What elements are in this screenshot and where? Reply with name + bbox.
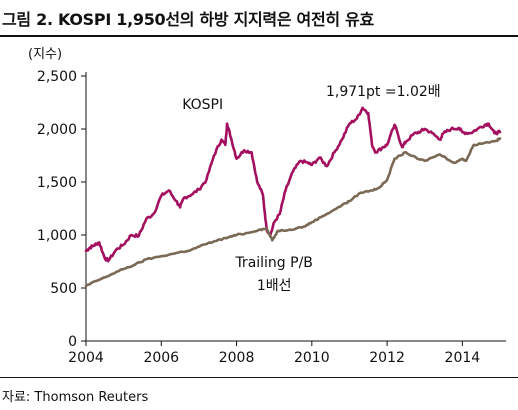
kospi-label: KOSPI xyxy=(182,97,223,113)
source-rule xyxy=(0,377,518,378)
series-lines xyxy=(84,106,502,288)
line-chart: (지수) 0 500 1,000 1,500 2,000 2,500 2004 2006 200… xyxy=(28,47,506,366)
pb-series-line xyxy=(84,137,502,288)
pb-label-line1: Trailing P/B xyxy=(234,255,312,271)
annotations: KOSPI 1,971pt =1.02배 Trailing P/B 1배선 xyxy=(182,84,440,294)
title-rule xyxy=(0,35,518,37)
y-tick-label: 1,000 xyxy=(37,228,77,244)
y-tick-label: 2,000 xyxy=(37,122,77,138)
pb-label-line2: 1배선 xyxy=(257,278,292,294)
x-tick-label: 2004 xyxy=(68,350,104,366)
y-tick-label: 1,500 xyxy=(37,175,77,191)
y-tick-label: 0 xyxy=(68,334,77,350)
x-tick-label: 2010 xyxy=(294,350,330,366)
axes: 0 500 1,000 1,500 2,000 2,500 2004 2006 2008 2010… xyxy=(37,69,506,366)
source-note: 자료: Thomson Reuters xyxy=(2,390,149,405)
kospi-series-line xyxy=(84,106,502,263)
figure-title: 그림 2. KOSPI 1,950선의 하방 지지력은 여전히 유효 xyxy=(2,10,374,29)
x-tick-label: 2006 xyxy=(143,350,179,366)
current-value-annotation: 1,971pt =1.02배 xyxy=(326,84,441,100)
x-tick-label: 2012 xyxy=(369,350,405,366)
x-tick-label: 2014 xyxy=(445,350,481,366)
y-axis-unit-label: (지수) xyxy=(28,47,62,62)
y-tick-label: 500 xyxy=(50,281,77,297)
y-tick-label: 2,500 xyxy=(37,69,77,85)
x-tick-label: 2008 xyxy=(219,350,255,366)
